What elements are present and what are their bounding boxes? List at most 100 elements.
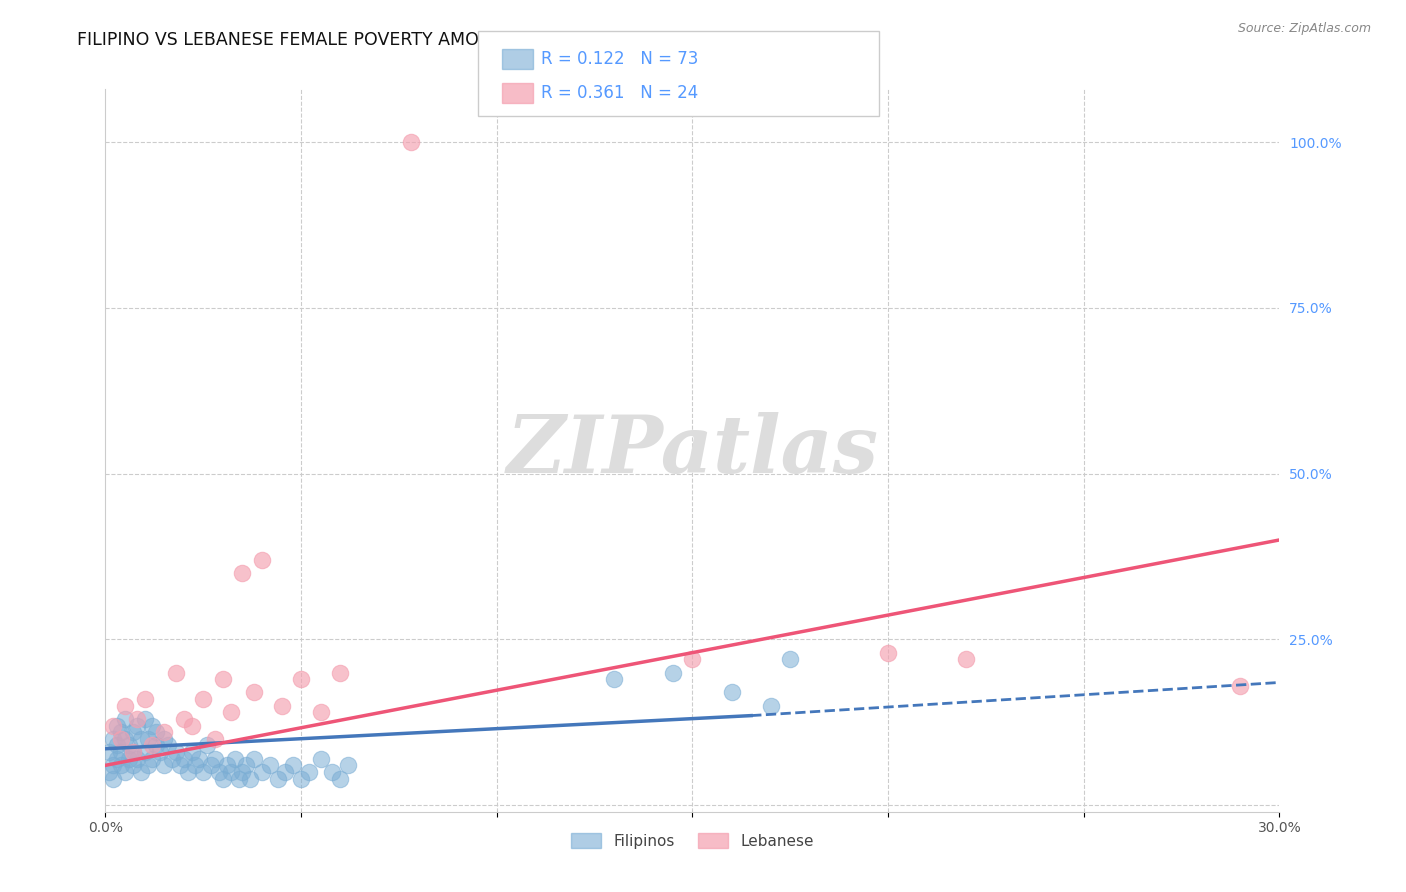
Point — [103, 758, 125, 772]
Point — [138, 758, 160, 772]
Point — [259, 758, 281, 772]
Point — [211, 772, 233, 786]
Point — [290, 672, 312, 686]
Point — [877, 646, 900, 660]
Point — [114, 698, 136, 713]
Point — [165, 665, 187, 680]
Point — [200, 758, 222, 772]
Point — [239, 772, 262, 786]
Point — [193, 764, 215, 779]
Point — [321, 764, 343, 779]
Point — [169, 758, 191, 772]
Point — [110, 725, 132, 739]
Point — [173, 752, 195, 766]
Point — [208, 764, 231, 779]
Point — [1229, 679, 1251, 693]
Point — [103, 718, 125, 732]
Point — [114, 731, 136, 746]
Point — [193, 692, 215, 706]
Point — [219, 706, 242, 720]
Point — [204, 752, 226, 766]
Point — [145, 739, 167, 753]
Point — [309, 706, 332, 720]
Point — [250, 764, 273, 779]
Point — [759, 698, 782, 713]
Point — [121, 758, 143, 772]
Point — [165, 745, 187, 759]
Point — [720, 685, 742, 699]
Point — [138, 731, 160, 746]
Point — [125, 712, 148, 726]
Point — [235, 758, 257, 772]
Point — [243, 685, 266, 699]
Point — [114, 712, 136, 726]
Point — [266, 772, 288, 786]
Text: R = 0.122   N = 73: R = 0.122 N = 73 — [541, 50, 699, 68]
Point — [98, 745, 121, 759]
Point — [779, 652, 801, 666]
Point — [399, 135, 422, 149]
Point — [141, 739, 163, 753]
Point — [195, 739, 218, 753]
Point — [153, 758, 176, 772]
Point — [955, 652, 977, 666]
Point — [682, 652, 704, 666]
Point — [153, 731, 176, 746]
Point — [188, 752, 211, 766]
Point — [134, 745, 156, 759]
Point — [211, 672, 233, 686]
Legend: Filipinos, Lebanese: Filipinos, Lebanese — [565, 827, 820, 855]
Point — [98, 764, 121, 779]
Point — [224, 752, 246, 766]
Point — [121, 745, 143, 759]
Point — [290, 772, 312, 786]
Point — [105, 752, 128, 766]
Point — [603, 672, 626, 686]
Point — [157, 739, 180, 753]
Point — [141, 752, 163, 766]
Point — [105, 739, 128, 753]
Point — [134, 692, 156, 706]
Point — [129, 764, 152, 779]
Text: Source: ZipAtlas.com: Source: ZipAtlas.com — [1237, 22, 1371, 36]
Point — [141, 718, 163, 732]
Point — [270, 698, 292, 713]
Point — [134, 712, 156, 726]
Point — [103, 731, 125, 746]
Point — [337, 758, 360, 772]
Point — [228, 772, 250, 786]
Point — [329, 665, 352, 680]
Point — [662, 665, 685, 680]
Point — [180, 745, 202, 759]
Point — [129, 731, 152, 746]
Point — [149, 745, 172, 759]
Point — [118, 739, 141, 753]
Point — [184, 758, 207, 772]
Point — [110, 758, 132, 772]
Point — [231, 764, 253, 779]
Point — [243, 752, 266, 766]
Point — [231, 566, 253, 580]
Point — [114, 764, 136, 779]
Text: FILIPINO VS LEBANESE FEMALE POVERTY AMONG 25-34 YEAR OLDS CORRELATION CHART: FILIPINO VS LEBANESE FEMALE POVERTY AMON… — [77, 31, 860, 49]
Point — [125, 718, 148, 732]
Point — [110, 745, 132, 759]
Point — [173, 712, 195, 726]
Point — [176, 764, 198, 779]
Point — [103, 772, 125, 786]
Point — [121, 725, 143, 739]
Point — [160, 752, 183, 766]
Point — [125, 752, 148, 766]
Point — [274, 764, 297, 779]
Point — [153, 725, 176, 739]
Point — [250, 553, 273, 567]
Point — [118, 752, 141, 766]
Point — [283, 758, 305, 772]
Point — [145, 725, 167, 739]
Point — [121, 745, 143, 759]
Point — [110, 731, 132, 746]
Point — [180, 718, 202, 732]
Point — [298, 764, 321, 779]
Text: ZIPatlas: ZIPatlas — [506, 412, 879, 489]
Point — [329, 772, 352, 786]
